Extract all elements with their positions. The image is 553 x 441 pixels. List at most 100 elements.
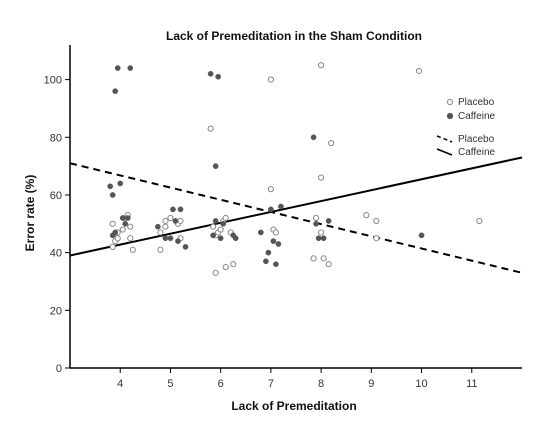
- point-caffeine: [109, 192, 116, 198]
- point-caffeine: [268, 206, 274, 213]
- x-tick-label: 4: [117, 378, 123, 390]
- legend: Placebo Caffeine Placebo Caffeine: [436, 97, 496, 158]
- point-placebo: [415, 67, 423, 75]
- legend-marker-caffeine: [446, 112, 454, 120]
- y-axis-label: Error rate (%): [23, 175, 37, 252]
- fit-line-caffeine: [69, 156, 523, 257]
- legend-line-caffeine: [436, 148, 453, 156]
- point-caffeine: [127, 65, 134, 71]
- point-placebo: [222, 263, 229, 271]
- point-caffeine: [315, 235, 322, 242]
- point-placebo: [328, 139, 335, 147]
- point-caffeine: [273, 261, 279, 268]
- point-caffeine: [230, 232, 237, 239]
- point-placebo: [167, 214, 174, 222]
- chart-title: Lack of Premeditation in the Sham Condit…: [166, 29, 422, 43]
- x-tick-label: 5: [167, 378, 173, 390]
- point-caffeine: [112, 229, 119, 236]
- x-tick-label: 8: [318, 378, 324, 390]
- point-caffeine: [270, 238, 277, 244]
- point-caffeine: [265, 249, 272, 256]
- y-tick-label: 80: [50, 132, 62, 144]
- point-caffeine: [212, 163, 219, 169]
- y-tick-label: 20: [50, 305, 62, 317]
- point-placebo: [212, 269, 219, 276]
- point-placebo: [109, 243, 116, 250]
- x-axis-label: Lack of Premeditation: [231, 399, 356, 413]
- point-caffeine: [167, 235, 174, 242]
- point-placebo: [320, 255, 327, 262]
- x-tick-label: 10: [415, 378, 427, 390]
- point-placebo: [476, 217, 483, 225]
- point-caffeine: [210, 232, 216, 239]
- x-tick-label: 7: [268, 378, 274, 390]
- point-placebo: [222, 214, 229, 222]
- axes: 0 20 40 60 80 100 4 5 6 7 8 9 10 11: [44, 45, 522, 390]
- point-caffeine: [124, 215, 131, 221]
- fit-lines: [69, 156, 523, 274]
- legend-label-placebo: Placebo: [458, 97, 495, 108]
- x-tick-label: 11: [466, 378, 477, 390]
- y-tick-label: 60: [50, 190, 62, 202]
- point-placebo: [230, 261, 237, 268]
- y-tick-label: 40: [50, 248, 62, 260]
- x-tick-label: 9: [368, 378, 374, 390]
- legend-line-label-caffeine: Caffeine: [458, 147, 496, 158]
- point-placebo: [267, 186, 274, 193]
- point-caffeine: [418, 232, 425, 239]
- point-placebo: [318, 62, 325, 69]
- point-placebo: [114, 235, 121, 242]
- point-placebo: [127, 223, 134, 230]
- point-caffeine: [207, 70, 214, 77]
- point-placebo: [373, 217, 380, 225]
- x-tick-label: 6: [218, 378, 224, 390]
- point-placebo: [109, 220, 116, 227]
- data-points: [107, 62, 483, 276]
- point-placebo: [177, 217, 184, 225]
- point-placebo: [217, 226, 224, 233]
- point-placebo: [129, 246, 136, 253]
- point-placebo: [363, 212, 370, 219]
- point-caffeine: [215, 73, 222, 80]
- point-caffeine: [119, 215, 126, 221]
- legend-line-placebo: [436, 135, 453, 143]
- point-placebo: [312, 214, 320, 222]
- legend-label-caffeine: Caffeine: [458, 111, 496, 122]
- point-placebo: [310, 255, 317, 262]
- point-placebo: [373, 235, 380, 242]
- point-placebo: [318, 174, 325, 181]
- point-caffeine: [278, 203, 284, 210]
- point-caffeine: [170, 206, 176, 213]
- legend-line-label-placebo: Placebo: [458, 134, 495, 145]
- point-caffeine: [175, 238, 181, 244]
- point-caffeine: [320, 235, 327, 242]
- y-tick-label: 100: [44, 75, 62, 87]
- point-placebo: [267, 76, 274, 83]
- point-placebo: [157, 246, 164, 253]
- point-caffeine: [182, 244, 189, 250]
- point-placebo: [207, 125, 214, 132]
- point-caffeine: [155, 223, 161, 230]
- y-tick-label: 0: [56, 363, 62, 375]
- point-placebo: [127, 235, 134, 242]
- point-caffeine: [122, 220, 129, 227]
- point-caffeine: [112, 88, 119, 94]
- point-caffeine: [275, 241, 282, 247]
- point-caffeine: [310, 134, 317, 141]
- point-caffeine: [217, 235, 224, 242]
- fit-line-placebo: [69, 162, 523, 274]
- point-caffeine: [107, 183, 114, 190]
- point-caffeine: [325, 218, 332, 224]
- point-caffeine: [257, 229, 264, 236]
- point-placebo: [325, 261, 332, 268]
- point-caffeine: [114, 65, 121, 71]
- point-placebo: [272, 229, 280, 236]
- point-caffeine: [177, 206, 184, 213]
- point-caffeine: [313, 220, 319, 227]
- point-placebo: [210, 223, 217, 230]
- point-caffeine: [162, 235, 169, 242]
- point-caffeine: [212, 218, 219, 224]
- point-caffeine: [117, 180, 124, 187]
- point-placebo: [119, 226, 126, 233]
